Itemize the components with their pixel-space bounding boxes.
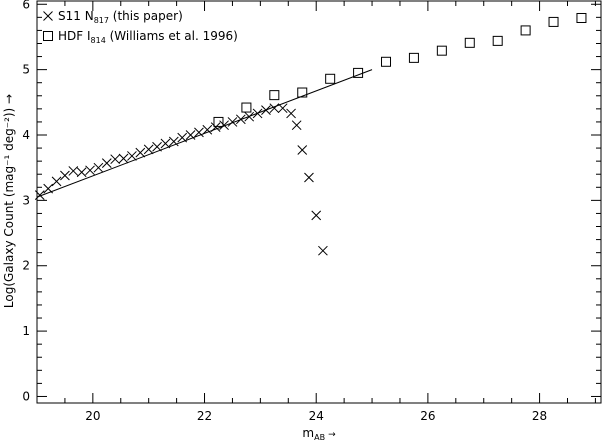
cross-marker <box>318 245 328 256</box>
x-tick-label: 28 <box>532 409 547 423</box>
fit-line-segment <box>36 69 373 198</box>
cross-marker <box>269 103 280 114</box>
axis-ticks: 20 22 24 26 28 0 1 2 3 4 5 6 <box>22 0 601 423</box>
cross-marker <box>261 105 271 116</box>
square-marker <box>297 87 308 98</box>
cross-marker <box>101 158 112 168</box>
cross-marker <box>60 170 70 181</box>
square-marker <box>269 90 280 101</box>
square-marker <box>520 25 531 36</box>
cross-marker <box>51 176 62 187</box>
cross-marker <box>304 172 314 183</box>
cross-marker <box>185 130 196 140</box>
cross-marker <box>135 147 146 158</box>
cross-marker <box>110 154 121 165</box>
x-tick-label: 20 <box>85 409 100 423</box>
cross-marker <box>297 145 308 155</box>
fit-line <box>36 69 373 198</box>
y-tick-label: 6 <box>22 0 30 11</box>
cross-marker <box>160 138 171 149</box>
square-marker <box>576 12 587 23</box>
cross-marker <box>277 103 288 114</box>
y-tick-label: 3 <box>22 193 30 207</box>
cross-marker <box>194 127 204 138</box>
cross-marker <box>235 114 246 125</box>
cross-marker <box>286 108 296 119</box>
y-tick-label: 0 <box>22 389 30 403</box>
cross-marker <box>93 162 104 173</box>
x-tick-label: 22 <box>197 409 212 423</box>
cross-marker <box>76 167 87 178</box>
legend-label: HDF I814 (Williams et al. 1996) <box>58 29 238 45</box>
y-tick-label: 4 <box>22 128 30 142</box>
square-marker <box>241 102 252 113</box>
cross-marker <box>85 165 95 176</box>
square-marker <box>408 52 419 63</box>
square-marker <box>548 16 559 27</box>
cross-marker <box>227 117 238 127</box>
y-tick-label: 1 <box>22 324 30 338</box>
cross-marker <box>34 190 45 200</box>
cross-marker <box>143 144 154 155</box>
legend-square-marker <box>43 31 53 41</box>
square-marker <box>381 56 392 67</box>
square-marker <box>464 37 475 48</box>
data-marks <box>34 12 587 256</box>
cross-marker <box>118 153 129 164</box>
cross-marker <box>168 136 179 147</box>
cross-marker <box>177 132 188 143</box>
square-marker <box>436 45 447 56</box>
y-tick-label: 2 <box>22 259 30 273</box>
legend: S11 N817 (this paper) HDF I814 (Williams … <box>43 9 238 45</box>
cross-marker <box>202 124 213 135</box>
plot-frame <box>36 0 602 404</box>
legend-cross-marker <box>43 11 53 21</box>
square-marker <box>492 35 503 46</box>
cross-marker <box>252 108 263 119</box>
x-tick-label: 24 <box>309 409 324 423</box>
cross-marker <box>152 141 162 152</box>
x-tick-label: 26 <box>420 409 435 423</box>
cross-marker <box>311 210 322 221</box>
cross-marker <box>219 120 229 131</box>
square-marker <box>325 73 336 84</box>
y-axis-label: Log(Galaxy Count (mag⁻¹ deg⁻²)) → <box>2 94 16 308</box>
cross-marker <box>210 122 221 133</box>
x-axis-label: mAB → <box>302 426 336 441</box>
cross-marker <box>244 111 255 122</box>
cross-marker <box>127 151 137 161</box>
square-marker <box>213 116 224 127</box>
legend-label: S11 N817 (this paper) <box>58 9 183 25</box>
y-tick-label: 5 <box>22 63 30 77</box>
cross-marker <box>43 183 54 194</box>
square-marker <box>353 67 364 78</box>
cross-marker <box>68 166 79 176</box>
cross-marker <box>291 120 302 131</box>
